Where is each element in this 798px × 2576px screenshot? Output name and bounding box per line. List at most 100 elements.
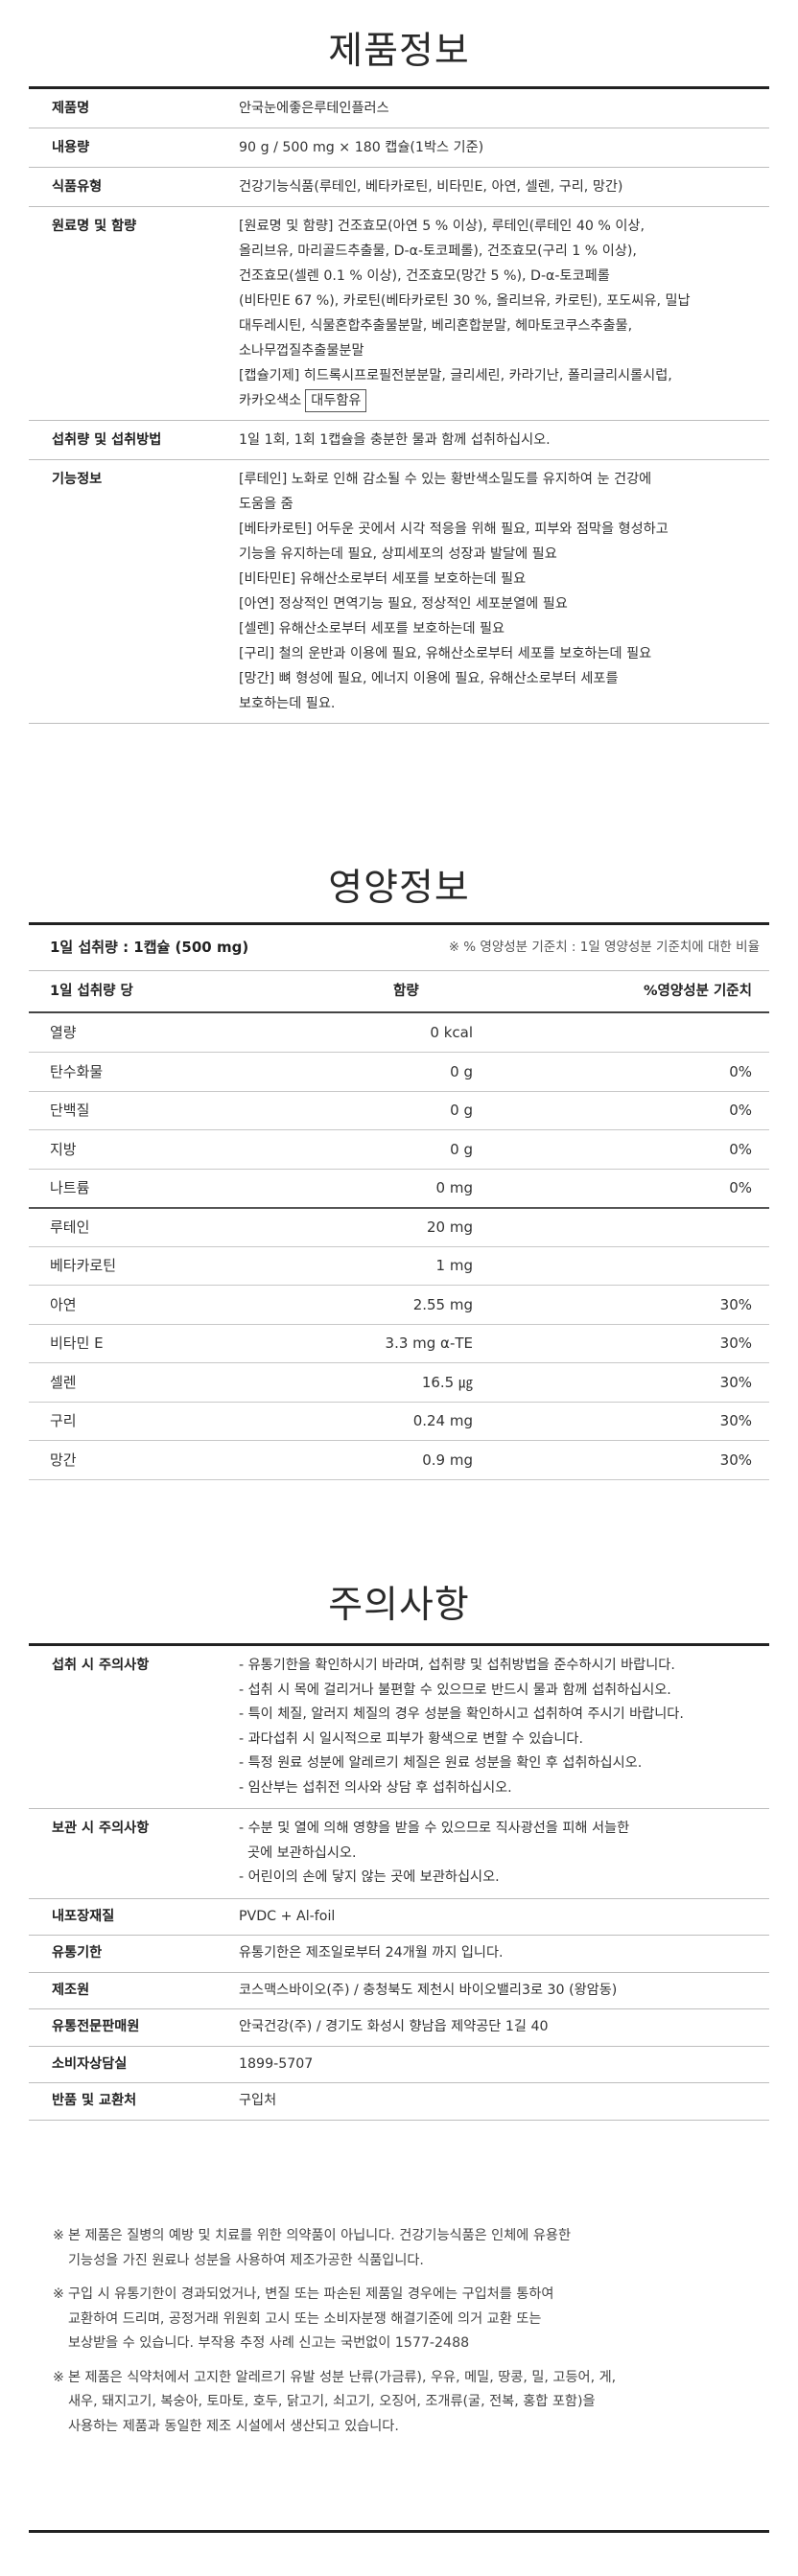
row-label: 제조원: [29, 1972, 239, 2009]
row-value: 안국눈에좋은루테인플러스: [239, 89, 769, 128]
nutrient-name: 지방: [50, 1140, 77, 1158]
row-value: 코스맥스바이오(주) / 충청북도 제천시 바이오밸리3로 30 (왕암동): [239, 1972, 769, 2009]
nutrition-row: 비타민 E 3.3 mg α-TE 30%: [29, 1324, 769, 1363]
serving-size: 1일 섭취량 : 1캡슐 (500 mg): [50, 939, 249, 956]
nutrient-percent: 30%: [719, 1334, 752, 1352]
value-line: - 수분 및 열에 의해 영향을 받을 수 있으므로 직사광선을 피해 서늘한: [239, 1821, 630, 1836]
row-label: 식품유형: [29, 167, 239, 207]
value-line: [베타카로틴] 어두운 곳에서 시각 적응을 위해 필요, 피부와 점막을 형성…: [239, 522, 669, 537]
nutrient-percent: 30%: [719, 1450, 752, 1469]
product-info-row: 기능정보 [루테인] 노화로 인해 감소될 수 있는 황반색소밀도를 유지하여 눈…: [29, 459, 769, 724]
value-line: 90 g / 500 mg × 180 캡슐(1박스 기준): [239, 140, 484, 155]
nutrition-title: 영양정보: [328, 867, 470, 910]
nutrition-panel: 1일 섭취량 : 1캡슐 (500 mg) ※ % 영양성분 기준치 : 1일 …: [29, 922, 769, 1488]
note-mark: ※: [53, 2228, 64, 2243]
value-line: 보호하는데 필요.: [239, 696, 336, 711]
note-mark: ※: [53, 2286, 64, 2302]
value-line: PVDC + Al-foil: [239, 1908, 336, 1924]
value-line: - 유통기한을 확인하시기 바라며, 섭취량 및 섭취방법을 준수하시기 바랍니…: [239, 1658, 675, 1673]
value-line: [망간] 뼈 형성에 필요, 에너지 이용에 필요, 유해산소로부터 세포를: [239, 671, 619, 686]
nutrient-percent: 0%: [729, 1102, 752, 1119]
value-line: 안국눈에좋은루테인플러스: [239, 101, 389, 116]
note-line: 사용하는 제품과 동일한 제조 시설에서 생산되고 있습니다.: [68, 2418, 399, 2434]
nutrient-name: 루테인: [50, 1218, 90, 1236]
row-label: 제품명: [29, 89, 239, 128]
col-header-amount: 함량: [393, 984, 419, 999]
row-value: [원료명 및 함량] 건조효모(아연 5 % 이상), 루테인(루테인 40 %…: [239, 206, 769, 421]
nutrient-amount: 0.9 mg: [422, 1450, 473, 1469]
caution-row: 소비자상담실 1899-5707: [29, 2046, 769, 2083]
product-info-row: 원료명 및 함량 [원료명 및 함량] 건조효모(아연 5 % 이상), 루테인(…: [29, 206, 769, 421]
caution-row: 제조원 코스맥스바이오(주) / 충청북도 제천시 바이오밸리3로 30 (왕암동…: [29, 1972, 769, 2009]
value-line: [아연] 정상적인 면역기능 필요, 정상적인 세포분열에 필요: [239, 596, 568, 612]
note-item: ※ 본 제품은 질병의 예방 및 치료를 위한 의약품이 아닙니다. 건강기능식품…: [29, 2224, 769, 2273]
value-line: - 특이 체질, 알러지 체질의 경우 성분을 확인하시고 섭취하여 주시기 바…: [239, 1706, 684, 1722]
nutrition-serving-row: 1일 섭취량 : 1캡슐 (500 mg) ※ % 영양성분 기준치 : 1일 …: [29, 925, 769, 971]
col-header-daily-percent: %영양성분 기준치: [644, 984, 752, 999]
nutrient-name: 비타민 E: [50, 1334, 104, 1352]
product-info-row: 제품명 안국눈에좋은루테인플러스: [29, 89, 769, 128]
row-label: 섭취 시 주의사항: [29, 1646, 239, 1809]
value-line: 곳에 보관하십시오.: [239, 1845, 357, 1861]
value-line: - 특정 원료 성분에 알레르기 체질은 원료 성분을 확인 후 섭취하십시오.: [239, 1755, 643, 1771]
row-value: 1일 1회, 1회 1캡슐을 충분한 물과 함께 섭취하십시오.: [239, 420, 769, 460]
value-line: [비타민E] 유해산소로부터 세포를 보호하는데 필요: [239, 571, 527, 587]
nutrient-amount: 20 mg: [427, 1218, 473, 1236]
nutrient-percent: 30%: [719, 1412, 752, 1429]
value-line: 대두레시틴, 식물혼합추출물분말, 베리혼합분말, 헤마토코쿠스추출물,: [239, 318, 633, 334]
value-line: - 어린이의 손에 닿지 않는 곳에 보관하십시오.: [239, 1869, 500, 1885]
row-value: 건강기능식품(루테인, 베타카로틴, 비타민E, 아연, 셀렌, 구리, 망간): [239, 167, 769, 207]
note-mark: ※: [53, 2369, 64, 2385]
value-line-with-badge: 카카오색소 대두함유: [239, 388, 769, 413]
nutrient-name: 베타카로틴: [50, 1257, 117, 1274]
note-item: ※ 본 제품은 식약처에서 고지한 알레르기 유발 성분 난류(가금류), 우유,…: [29, 2366, 769, 2440]
nutrition-row: 셀렌 16.5 ㎍ 30%: [29, 1363, 769, 1403]
nutrient-amount: 0 mg: [435, 1179, 473, 1196]
row-value: 안국건강(주) / 경기도 화성시 향남읍 제약공단 1길 40: [239, 2008, 769, 2047]
value-line: 도움을 줌: [239, 497, 293, 512]
row-label: 유통기한: [29, 1935, 239, 1973]
nutrient-amount: 0 kcal: [430, 1024, 473, 1041]
caution-row: 유통전문판매원 안국건강(주) / 경기도 화성시 향남읍 제약공단 1길 40: [29, 2008, 769, 2047]
note-line: 본 제품은 식약처에서 고지한 알레르기 유발 성분 난류(가금류), 우유, …: [68, 2369, 617, 2385]
value-line: 기능을 유지하는데 필요, 상피세포의 성장과 발달에 필요: [239, 546, 557, 562]
row-value: 유통기한은 제조일로부터 24개월 까지 입니다.: [239, 1935, 769, 1973]
nutrient-name: 단백질: [50, 1102, 90, 1119]
nutrition-row: 나트륨 0 mg 0%: [29, 1169, 769, 1209]
nutrition-row: 탄수화물 0 g 0%: [29, 1053, 769, 1092]
value-line: (비타민E 67 %), 카로틴(베타카로틴 30 %, 올리브유, 카로틴),…: [239, 293, 691, 309]
value-line: 소나무껍질추출물분말: [239, 343, 364, 359]
nutrient-name: 망간: [50, 1450, 77, 1469]
caution-row: 반품 및 교환처 구입처: [29, 2082, 769, 2121]
nutrient-percent: 0%: [729, 1140, 752, 1158]
note-line: 새우, 돼지고기, 복숭아, 토마토, 호두, 닭고기, 쇠고기, 오징어, 조…: [68, 2394, 596, 2409]
allergen-badge: 대두함유: [305, 389, 367, 412]
row-label: 내용량: [29, 128, 239, 168]
caution-top-rule: [29, 1643, 769, 1646]
nutrient-amount: 16.5 ㎍: [421, 1373, 473, 1391]
nutrition-row: 단백질 0 g 0%: [29, 1091, 769, 1130]
nutrient-name: 탄수화물: [50, 1062, 104, 1080]
value-line: 건강기능식품(루테인, 베타카로틴, 비타민E, 아연, 셀렌, 구리, 망간): [239, 179, 623, 195]
row-value: [루테인] 노화로 인해 감소될 수 있는 황반색소밀도를 유지하여 눈 건강에…: [239, 459, 769, 724]
nutrient-name: 아연: [50, 1295, 77, 1313]
row-label: 섭취량 및 섭취방법: [29, 420, 239, 460]
value-line: - 섭취 시 목에 걸리거나 불편할 수 있으므로 반드시 물과 함께 섭취하십…: [239, 1682, 671, 1698]
nutrient-amount: 0.24 mg: [412, 1412, 473, 1429]
row-label: 유통전문판매원: [29, 2008, 239, 2047]
nutrition-row: 루테인 20 mg: [29, 1208, 769, 1247]
row-value: - 수분 및 열에 의해 영향을 받을 수 있으므로 직사광선을 피해 서늘한 …: [239, 1808, 769, 1899]
caution-row: 내포장재질 PVDC + Al-foil: [29, 1898, 769, 1936]
col-header-per-serving: 1일 섭취량 당: [50, 984, 133, 999]
note-line: 구입 시 유통기한이 경과되었거나, 변질 또는 파손된 제품일 경우에는 구입…: [68, 2286, 554, 2302]
value-line: 구입처: [239, 2093, 277, 2108]
note-line: 교환하여 드리며, 공정거래 위원회 고시 또는 소비자분쟁 해결기준에 의거 …: [68, 2310, 542, 2327]
row-label: 반품 및 교환처: [29, 2082, 239, 2121]
nutrient-percent: 0%: [729, 1062, 752, 1080]
value-line: 건조효모(셀렌 0.1 % 이상), 건조효모(망간 5 %), D-α-토코페…: [239, 268, 610, 284]
caution-title: 주의사항: [328, 1584, 470, 1627]
nutrient-amount: 0 g: [450, 1062, 473, 1080]
product-info-top-rule: [29, 86, 769, 89]
daily-value-note: ※ % 영양성분 기준치 : 1일 영양성분 기준치에 대한 비율: [448, 940, 760, 955]
